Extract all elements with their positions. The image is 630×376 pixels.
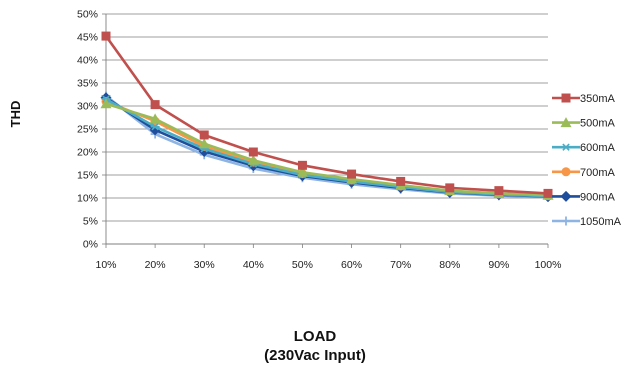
- legend-label: 600mA: [580, 142, 616, 154]
- legend-marker: [561, 143, 571, 151]
- series-group: [100, 31, 554, 203]
- x-tick-label: 60%: [341, 259, 362, 271]
- x-axis-label: LOAD: [293, 328, 337, 345]
- x-tick-label: 100%: [535, 259, 562, 271]
- x-tick-label: 30%: [194, 259, 215, 271]
- y-tick-label: 5%: [83, 216, 98, 228]
- data-point: [247, 154, 259, 165]
- x-tick-label: 20%: [145, 259, 166, 271]
- legend-item-350mA: 350mA: [552, 93, 616, 105]
- series-line: [104, 35, 549, 195]
- y-tick-label: 10%: [77, 193, 98, 205]
- data-point: [543, 188, 553, 198]
- y-tick-label: 40%: [77, 55, 98, 67]
- y-tick-label: 50%: [77, 9, 98, 21]
- y-tick-labels: 0% 5% 10% 15% 20% 25% 30% 35% 40% 45% 50%: [77, 9, 98, 251]
- legend-item-600mA: 600mA: [552, 142, 616, 154]
- legend-label: 700mA: [580, 167, 616, 179]
- legend-item-500mA: 500mA: [552, 117, 616, 130]
- data-point: [347, 169, 357, 179]
- legend-marker: [561, 93, 571, 103]
- y-tick-label: 25%: [77, 124, 98, 136]
- data-point: [149, 113, 161, 124]
- data-point: [150, 100, 160, 110]
- legend-label: 500mA: [580, 118, 616, 130]
- legend-marker: [561, 167, 571, 177]
- series-line: [105, 102, 549, 197]
- legend-label: 1050mA: [580, 216, 622, 228]
- data-point: [297, 160, 307, 170]
- legend-label: 900mA: [580, 191, 616, 203]
- legend-marker: [561, 216, 571, 226]
- series-350mA: [101, 31, 553, 198]
- legend-item-1050mA: 1050mA: [552, 216, 622, 228]
- series-600mA: [101, 95, 553, 200]
- series-line: [105, 94, 549, 199]
- series-900mA: [100, 92, 554, 203]
- legend-marker: [560, 190, 572, 202]
- data-point: [199, 130, 209, 140]
- gridlines: [106, 13, 548, 222]
- data-point: [494, 186, 504, 196]
- x-tick-label: 10%: [95, 259, 116, 271]
- y-tick-label: 30%: [77, 101, 98, 113]
- legend: 350mA 500mA 600mA 700mA 900mA 1050mA: [552, 93, 622, 228]
- series-1050mA: [101, 91, 553, 202]
- y-tick-label: 15%: [77, 170, 98, 182]
- x-tick-labels: 10% 20% 30% 40% 50% 60% 70% 80% 90% 100%: [95, 259, 561, 271]
- x-tick-label: 70%: [390, 259, 411, 271]
- data-point: [445, 183, 455, 193]
- data-point: [248, 147, 258, 157]
- data-point: [296, 166, 308, 177]
- data-point: [101, 31, 111, 41]
- y-tick-label: 45%: [77, 32, 98, 44]
- y-tick-label: 0%: [83, 239, 98, 251]
- data-point: [150, 122, 160, 131]
- x-tick-label: 90%: [488, 259, 509, 271]
- x-tick-label: 50%: [292, 259, 313, 271]
- legend-item-700mA: 700mA: [552, 167, 616, 179]
- x-tick-label: 80%: [439, 259, 460, 271]
- legend-item-900mA: 900mA: [552, 190, 616, 203]
- data-point: [396, 176, 406, 186]
- legend-marker: [560, 117, 572, 128]
- x-tick-label: 40%: [243, 259, 264, 271]
- y-axis-label: THD: [8, 101, 23, 128]
- y-tick-label: 35%: [77, 78, 98, 90]
- data-point: [346, 173, 358, 184]
- data-point: [198, 138, 210, 149]
- y-tick-label: 20%: [77, 147, 98, 159]
- legend-label: 350mA: [580, 93, 616, 105]
- data-point: [100, 98, 112, 109]
- x-axis-sublabel: (230Vac Input): [264, 347, 366, 364]
- axes: [102, 13, 549, 248]
